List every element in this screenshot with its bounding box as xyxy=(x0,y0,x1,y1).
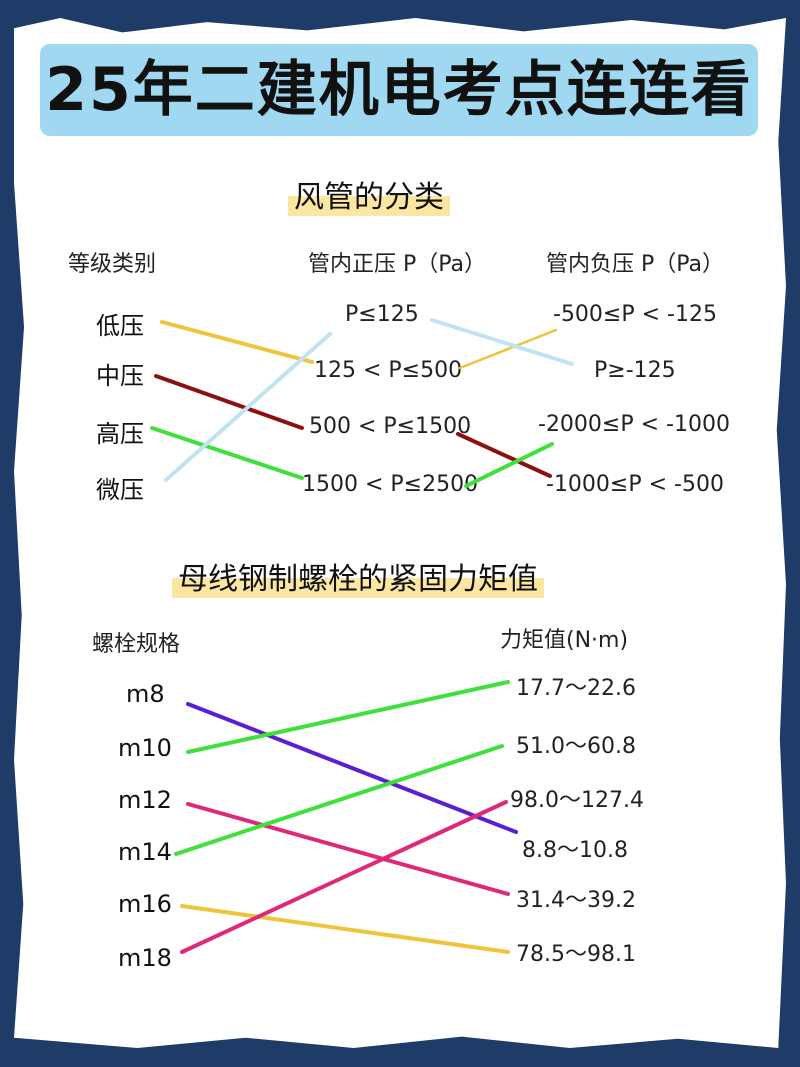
connector-micro-positive xyxy=(164,332,332,482)
category-low: 低压 xyxy=(96,312,144,340)
connector-low-negative xyxy=(458,328,558,370)
title-banner: 25年二建机电考点连连看 xyxy=(40,44,758,136)
bolt-spec: m10 xyxy=(118,734,172,762)
torque-value: 17.7～22.6 xyxy=(516,676,636,701)
category-high: 高压 xyxy=(96,420,144,448)
torque-value: 8.8～10.8 xyxy=(522,838,628,863)
header-torque: 力矩值(N·m) xyxy=(500,628,629,653)
torque-value: 31.4～39.2 xyxy=(516,888,636,913)
positive-item: 500 < P≤1500 xyxy=(309,414,472,439)
bolt-spec: m16 xyxy=(118,890,172,918)
bolt-spec: m18 xyxy=(118,944,172,972)
negative-item: -500≤P < -125 xyxy=(553,302,717,327)
connector-m16 xyxy=(180,904,510,954)
negative-item: P≥-125 xyxy=(594,358,676,383)
header-positive-pressure: 管内正压 P（Pa） xyxy=(308,252,487,277)
connector-m10 xyxy=(186,680,510,754)
torque-value: 78.5～98.1 xyxy=(516,942,636,967)
negative-item: -2000≤P < -1000 xyxy=(538,412,730,437)
connector-medium-negative xyxy=(456,432,552,478)
section2-title: 母线钢制螺栓的紧固力矩值 xyxy=(172,554,544,598)
connector-high-negative xyxy=(464,442,554,488)
header-category: 等级类别 xyxy=(68,252,157,277)
connector-m12 xyxy=(186,802,510,896)
positive-item: 125 < P≤500 xyxy=(314,358,463,383)
positive-item: P≤125 xyxy=(345,302,419,327)
positive-item: 1500 < P≤2500 xyxy=(302,472,479,497)
connector-micro-negative xyxy=(430,318,574,366)
bolt-spec: m14 xyxy=(118,838,172,866)
torque-value: 51.0～60.8 xyxy=(516,734,636,759)
connector-medium-positive xyxy=(154,374,304,430)
bolt-spec: m8 xyxy=(126,680,165,708)
category-medium: 中压 xyxy=(96,362,144,390)
bolt-spec: m12 xyxy=(118,786,172,814)
page-title: 25年二建机电考点连连看 xyxy=(45,55,753,125)
header-negative-pressure: 管内负压 P（Pa） xyxy=(546,252,725,277)
connector-m8 xyxy=(186,702,518,834)
header-bolt-spec: 螺栓规格 xyxy=(92,632,181,657)
torque-value: 98.0～127.4 xyxy=(510,788,644,813)
connector-low-positive xyxy=(160,320,314,364)
connector-high-positive xyxy=(150,426,304,480)
negative-item: -1000≤P < -500 xyxy=(546,472,724,497)
connector-m18 xyxy=(180,800,508,954)
category-micro: 微压 xyxy=(96,476,144,504)
connector-m14 xyxy=(174,744,504,856)
section1-title: 风管的分类 xyxy=(288,172,450,216)
